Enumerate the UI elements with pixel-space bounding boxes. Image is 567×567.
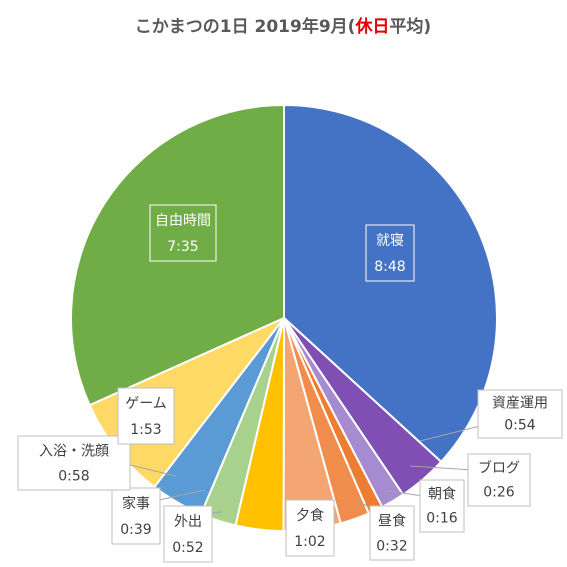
slice-label-name: 自由時間 xyxy=(155,213,211,229)
slice-label-value: 0:26 xyxy=(483,485,515,501)
data-label-box xyxy=(117,387,175,445)
data-label-box xyxy=(111,487,161,545)
title-highlight: 休日 xyxy=(354,16,389,37)
slice-label-value: 1:53 xyxy=(130,422,161,438)
slice-label-name: 朝食 xyxy=(428,486,456,503)
slice-label-name: ブログ xyxy=(478,460,520,477)
slice-label-value: 0:32 xyxy=(376,538,407,554)
slice-label-value: 0:52 xyxy=(172,540,203,556)
leader-line xyxy=(129,464,177,477)
data-label-box xyxy=(285,499,335,557)
slice-label-value: 0:39 xyxy=(120,522,151,538)
slice-labels: 就寝 8:48 資産運用 0:54 ブログ 0:26 朝食 0:16 昼食 0:32 夕食 1:02 外… xyxy=(17,204,563,563)
slice-label-name: 家事 xyxy=(122,495,150,512)
slice-label-name: ゲーム xyxy=(125,396,167,412)
slice-label-value: 0:16 xyxy=(426,511,458,527)
data-label-box xyxy=(419,479,465,533)
slice-label-value: 1:02 xyxy=(294,534,325,550)
leader-line xyxy=(409,465,475,471)
slice-label-name: 昼食 xyxy=(378,512,406,529)
data-label-box xyxy=(369,505,415,561)
data-label-box xyxy=(365,224,415,282)
slice-label-name: 外出 xyxy=(174,514,202,530)
slice-label-name: 入浴・洗顔 xyxy=(39,443,109,459)
title-prefix: こかまつの1日 2019年9月( xyxy=(135,16,356,37)
slice-label-name: 就寝 xyxy=(376,232,404,249)
pie-slice xyxy=(70,103,285,407)
pie-slice xyxy=(283,103,498,464)
data-label-box xyxy=(467,453,531,507)
data-label-box xyxy=(163,505,213,563)
chart-title: こかまつの1日 2019年9月(休日平均) xyxy=(135,16,431,37)
leader-line xyxy=(419,424,485,442)
pie-slices xyxy=(70,103,498,533)
slice-label-value: 7:35 xyxy=(167,239,198,255)
slice-label-value: 0:54 xyxy=(504,417,536,433)
slice-label-value: 8:48 xyxy=(374,259,405,275)
slice-label-value: 0:58 xyxy=(58,468,89,484)
slice-label-name: 資産運用 xyxy=(492,395,548,411)
data-label-box xyxy=(477,389,563,439)
slice-label-name: 夕食 xyxy=(296,507,324,524)
data-label-box xyxy=(149,204,217,262)
data-label-box xyxy=(17,435,131,491)
title-suffix: 平均) xyxy=(389,16,431,37)
